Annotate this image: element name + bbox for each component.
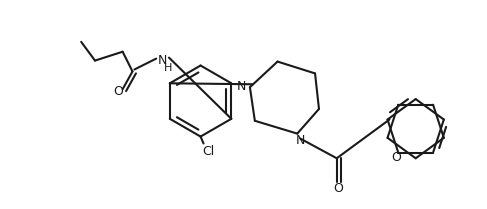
Text: O: O [392,151,401,164]
Text: N: N [296,134,305,147]
Text: Cl: Cl [202,145,215,158]
Text: O: O [333,182,343,195]
Text: N: N [236,80,246,93]
Text: N: N [157,54,167,67]
Text: H: H [164,64,172,74]
Text: O: O [113,85,123,98]
